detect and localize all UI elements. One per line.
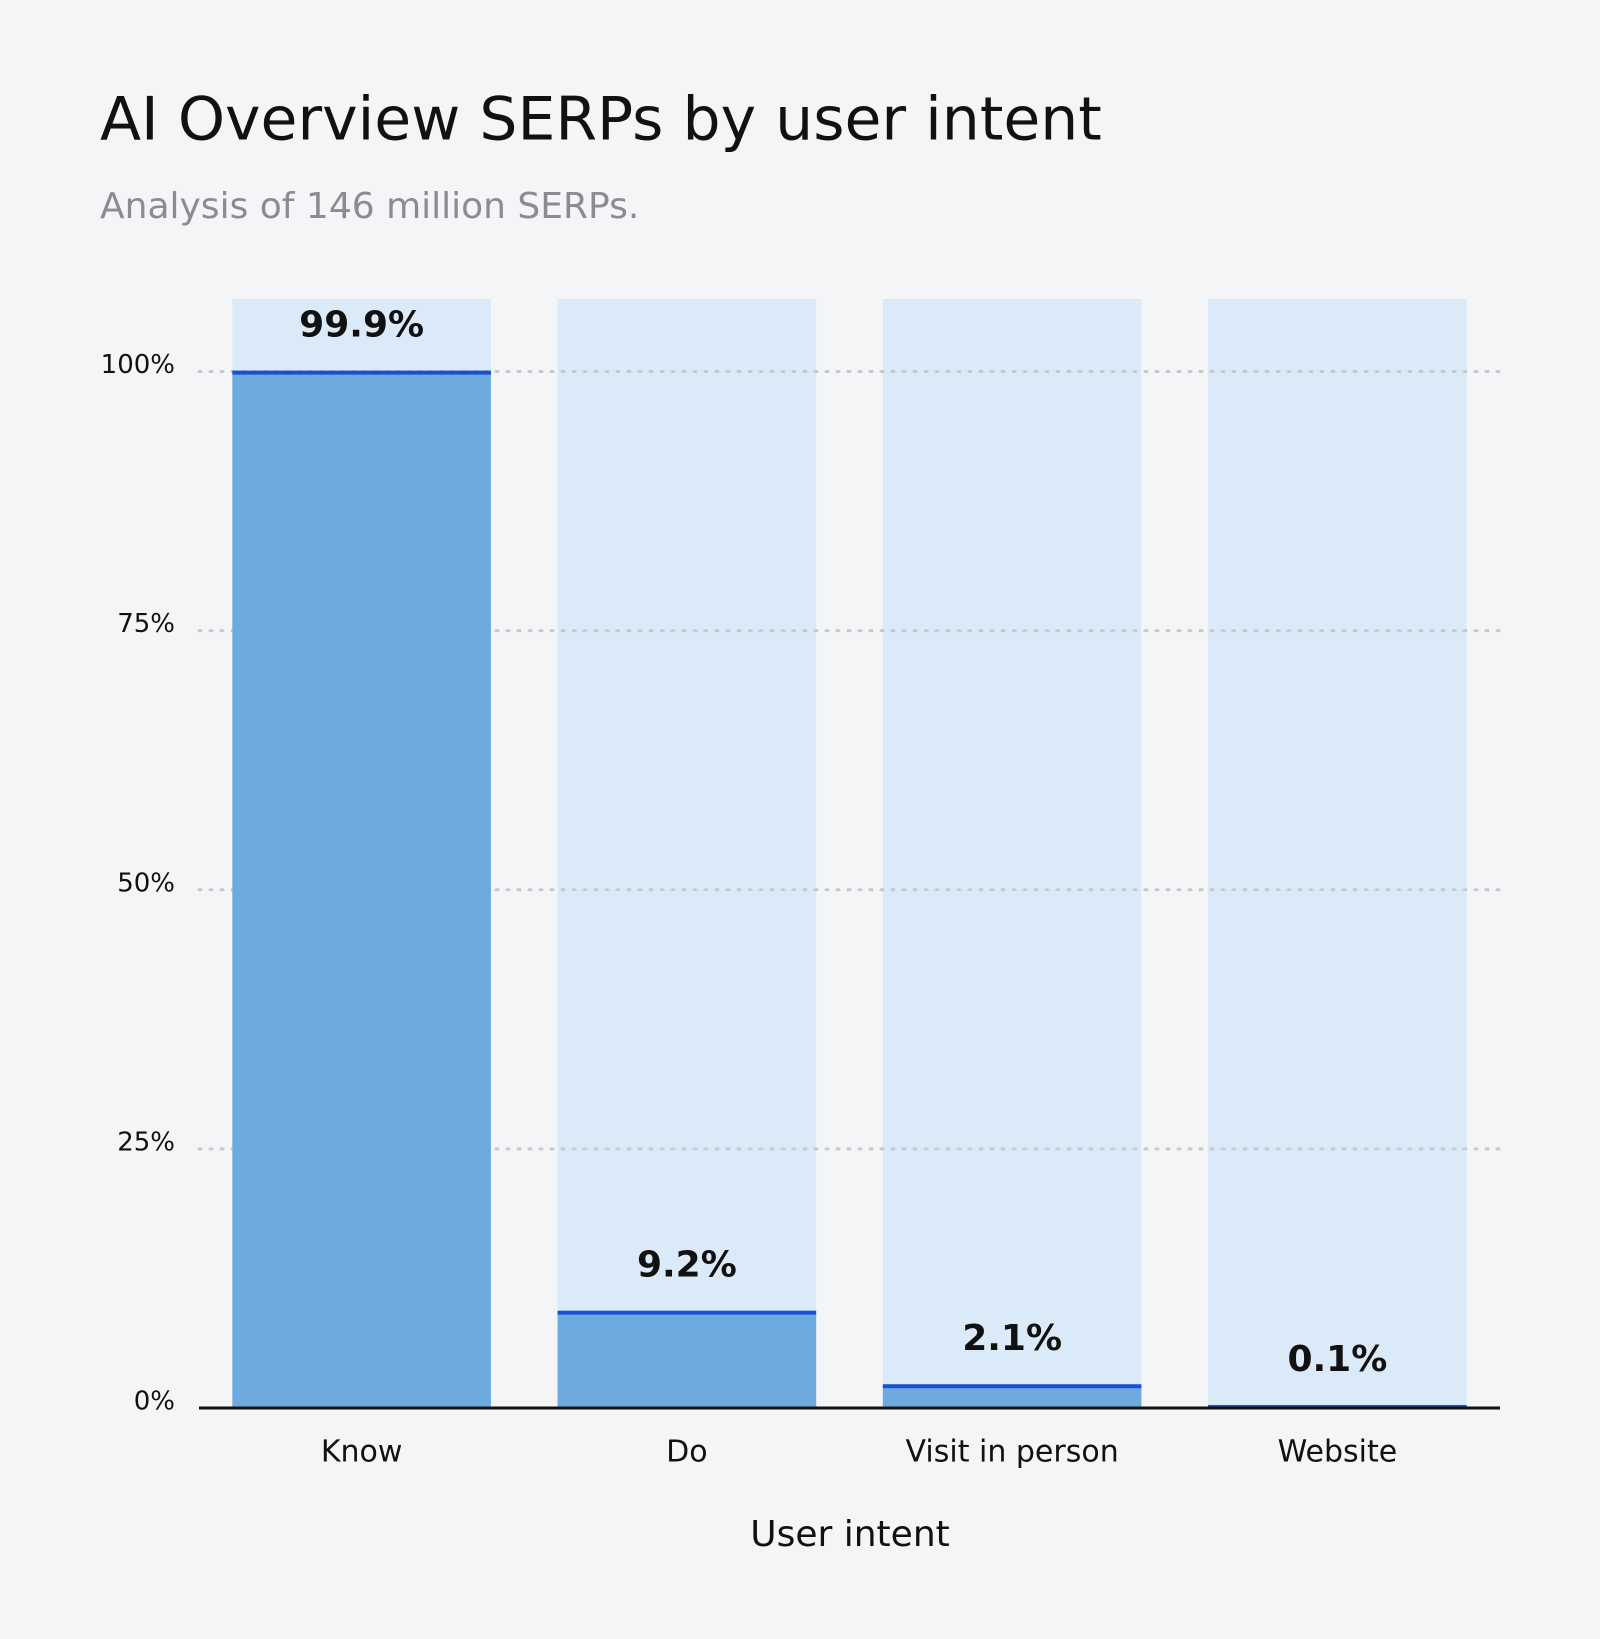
x-tick-label: Website [1278, 1435, 1398, 1470]
bar-edge [232, 370, 491, 375]
x-tick-label: Know [321, 1435, 403, 1470]
value-label: 9.2% [637, 1245, 737, 1286]
chart-title: AI Overview SERPs by user intent [100, 85, 1102, 155]
bar [882, 1386, 1142, 1408]
x-axis-label: User intent [750, 1514, 950, 1555]
bar-track [882, 299, 1142, 1408]
value-label: 0.1% [1287, 1339, 1387, 1380]
chart-subtitle: Analysis of 146 million SERPs. [100, 186, 639, 227]
bar-edge [882, 1384, 1142, 1389]
x-tick-label: Do [666, 1435, 707, 1470]
y-tick-label: 75% [117, 609, 175, 639]
y-tick-label: 100% [101, 350, 175, 380]
y-tick-label: 25% [117, 1127, 175, 1157]
value-label: 99.9% [299, 305, 424, 346]
bar-track [1208, 299, 1467, 1408]
x-tick-label: Visit in person [906, 1435, 1119, 1470]
value-label: 2.1% [962, 1318, 1062, 1359]
bar [557, 1312, 817, 1408]
bar-track [557, 299, 817, 1408]
y-tick-label: 50% [117, 868, 175, 898]
bar [232, 372, 491, 1408]
y-tick-label: 0% [134, 1387, 175, 1417]
bar-edge [557, 1310, 817, 1315]
